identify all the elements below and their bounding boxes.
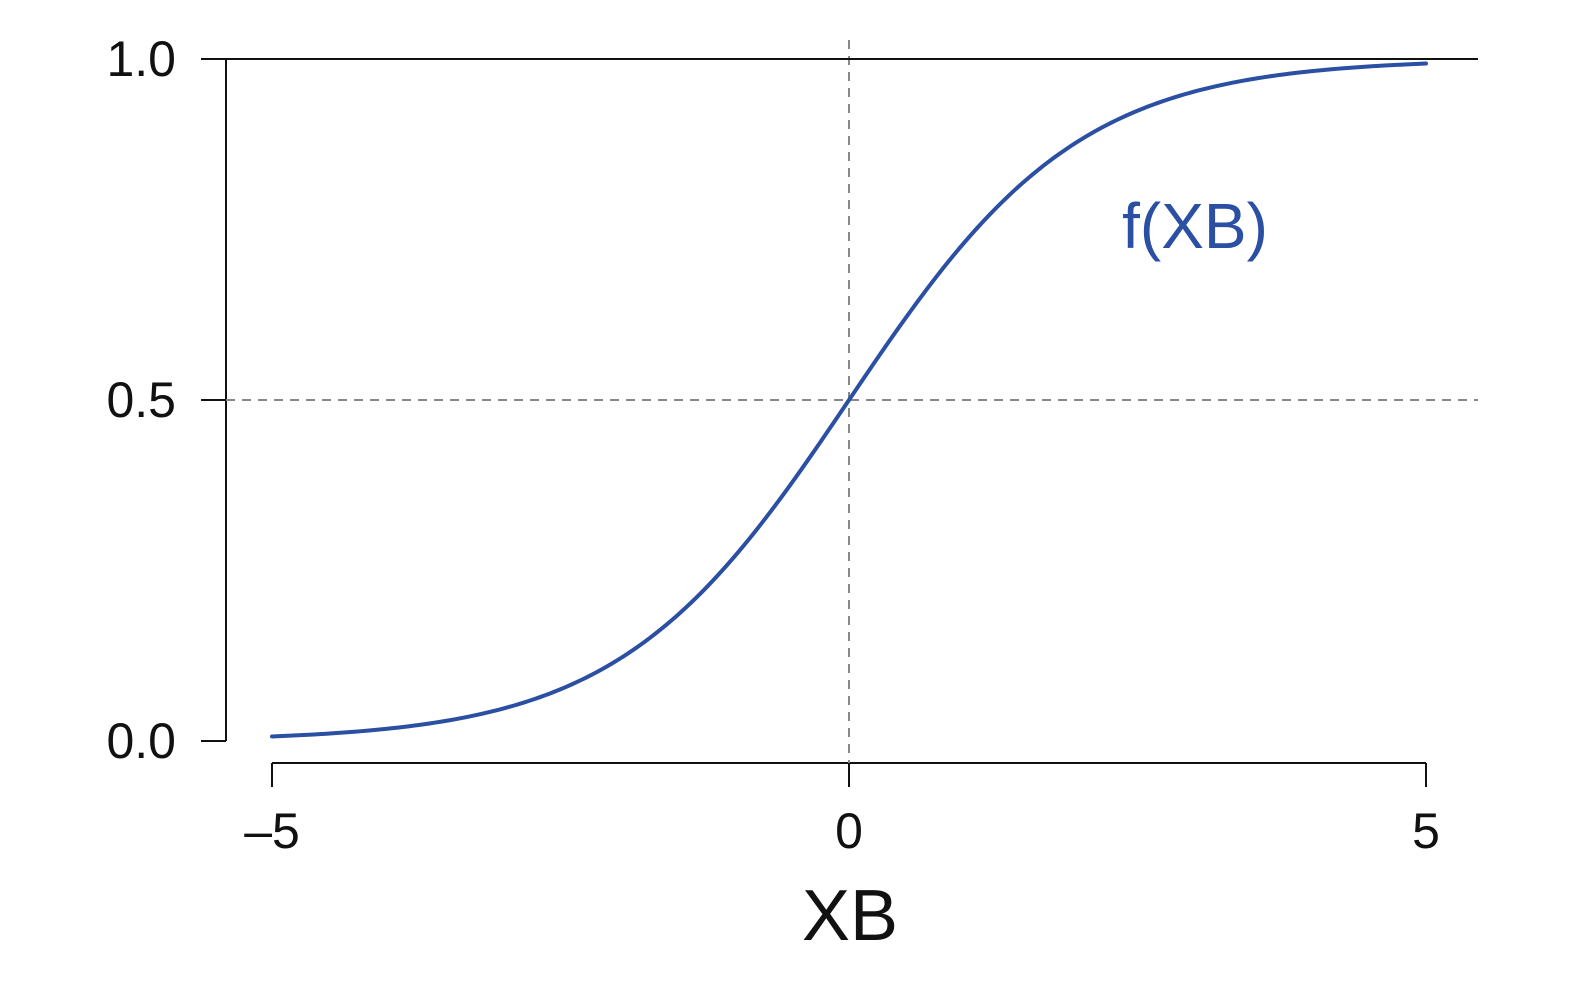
- y-tick-label: 1.0: [106, 31, 176, 87]
- x-tick-label: –5: [244, 803, 300, 859]
- labels-group: XB f(XB): [802, 190, 1268, 956]
- y-tick-label: 0.0: [106, 713, 176, 769]
- y-tick-label: 0.5: [106, 372, 176, 428]
- x-tick-label: 0: [835, 803, 863, 859]
- series-annotation: f(XB): [1122, 190, 1268, 262]
- series-line: [270, 61, 1428, 739]
- series-group: [270, 61, 1428, 739]
- x-tick-label: 5: [1412, 803, 1440, 859]
- reference-lines: [226, 40, 1478, 763]
- x-axis-label: XB: [802, 876, 898, 956]
